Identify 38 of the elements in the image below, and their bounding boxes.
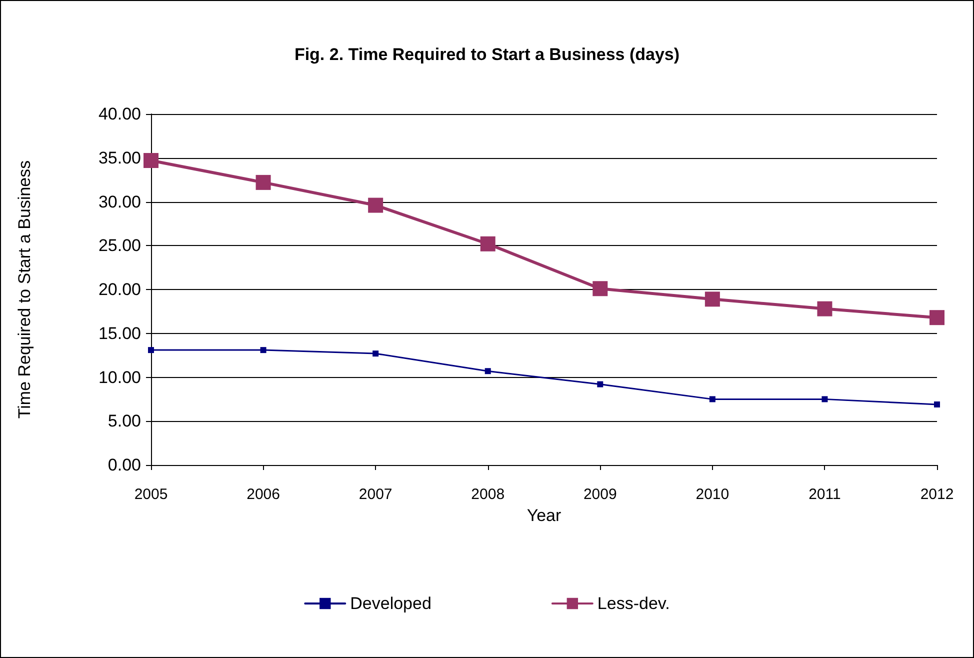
y-tick-label: 15.00 [98,324,141,343]
y-tick-label: 0.00 [108,456,141,474]
point [817,301,832,316]
chart-title: Fig. 2. Time Required to Start a Business (days) [294,45,680,64]
point [484,368,491,374]
legend-label: Less-dev. [597,594,670,613]
x-tick-label: 2010 [696,486,730,503]
y-axis-title: Time Required to Start a Business [15,160,34,419]
legend-label: Developed [350,594,432,613]
point [930,310,944,326]
y-tick-label: 10.00 [98,368,141,387]
point [934,401,940,408]
point [704,292,720,307]
x-tick-label: 2006 [246,486,280,503]
y-tick-label: 5.00 [108,412,141,431]
x-tick-label: 2008 [471,486,505,503]
point [480,236,496,252]
point [597,381,604,388]
x-tick-label: 2007 [358,486,392,503]
x-tick-label: 2012 [920,486,954,503]
x-tick-label: 2011 [808,486,841,503]
point [709,396,716,402]
y-tick-label: 25.00 [98,236,141,256]
y-tick-label: 40.00 [98,104,141,124]
x-axis-title: Year [526,506,562,525]
point [822,396,828,402]
point [372,350,379,357]
x-tick-label: 2009 [583,486,617,503]
y-tick-label: 35.00 [98,148,141,168]
point [148,347,154,354]
point [368,198,384,213]
point [144,153,158,168]
y-tick-label: 30.00 [98,192,141,212]
x-tick-label: 2005 [134,486,168,503]
y-tick-label: 20.00 [98,280,141,299]
point [260,347,266,354]
point [256,174,271,190]
point [592,281,608,296]
